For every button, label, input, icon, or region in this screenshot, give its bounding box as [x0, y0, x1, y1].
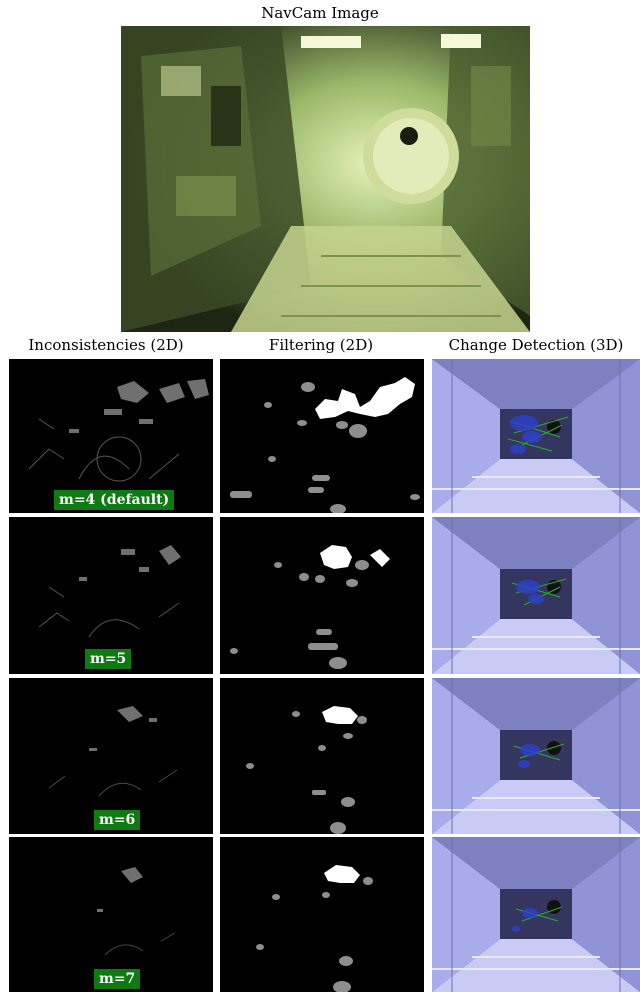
- inconsistency-map-row-1: m=4 (default): [9, 359, 213, 513]
- navcam-title: NavCam Image: [261, 4, 379, 22]
- column-title-filtering: Filtering (2D): [268, 336, 374, 354]
- row-label: m=7: [94, 969, 141, 989]
- navcam-image: [121, 26, 530, 332]
- filtered-map-row-1: [220, 359, 424, 513]
- change-detection-render-row-1: [432, 359, 640, 513]
- change-detection-render-row-3: [432, 678, 640, 834]
- inconsistency-map-row-3: m=6: [9, 678, 213, 834]
- inconsistency-map-row-4: m=7: [9, 837, 213, 992]
- row-label: m=5: [85, 649, 132, 669]
- filtered-map-row-3: [220, 678, 424, 834]
- column-title-change-detection: Change Detection (3D): [448, 336, 624, 354]
- change-detection-render-row-4: [432, 837, 640, 992]
- row-label: m=6: [94, 810, 141, 830]
- inconsistency-map-row-2: m=5: [9, 517, 213, 674]
- filtered-map-row-2: [220, 517, 424, 674]
- change-detection-render-row-2: [432, 517, 640, 674]
- filtered-map-row-4: [220, 837, 424, 992]
- row-label: m=4 (default): [54, 490, 175, 510]
- column-title-inconsistencies: Inconsistencies (2D): [28, 336, 184, 354]
